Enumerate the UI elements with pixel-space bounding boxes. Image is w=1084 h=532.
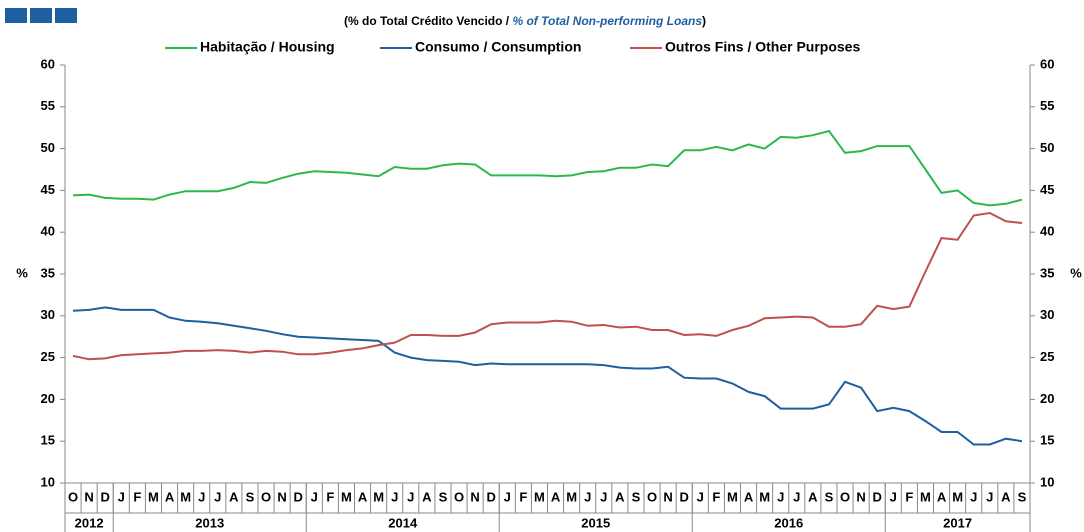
x-tick-label: O: [261, 489, 271, 504]
x-tick-label: M: [341, 489, 352, 504]
x-tick-label: J: [584, 489, 591, 504]
x-tick-label: M: [373, 489, 384, 504]
y-tick-label: 40: [41, 224, 55, 239]
x-tick-label: A: [422, 489, 432, 504]
y-tick-label: 45: [41, 182, 55, 197]
series-line: [72, 306, 1023, 446]
y2-tick-label: 40: [1040, 224, 1054, 239]
year-label: 2012: [75, 515, 104, 530]
x-tick-label: D: [487, 489, 496, 504]
chart-subtitle: (% do Total Crédito Vencido / % of Total…: [344, 14, 706, 28]
x-tick-label: D: [294, 489, 303, 504]
x-tick-label: F: [519, 489, 527, 504]
x-tick-label: J: [198, 489, 205, 504]
y-tick-label: 20: [41, 391, 55, 406]
x-tick-label: O: [840, 489, 850, 504]
legend-label: Outros Fins / Other Purposes: [665, 39, 860, 55]
x-tick-label: M: [952, 489, 963, 504]
x-tick-label: J: [697, 489, 704, 504]
x-tick-label: O: [454, 489, 464, 504]
year-label: 2014: [388, 515, 418, 530]
x-tick-label: O: [68, 489, 78, 504]
y-tick-label: 25: [41, 349, 55, 364]
y-tick-label: 35: [41, 265, 55, 280]
x-tick-label: N: [470, 489, 479, 504]
x-tick-label: J: [890, 489, 897, 504]
x-tick-label: S: [825, 489, 834, 504]
x-tick-label: S: [246, 489, 255, 504]
y-axis-label: %: [16, 265, 28, 280]
y2-tick-label: 20: [1040, 391, 1054, 406]
x-tick-label: J: [407, 489, 414, 504]
y2-tick-label: 45: [1040, 182, 1054, 197]
x-tick-label: J: [600, 489, 607, 504]
y2-tick-label: 50: [1040, 140, 1054, 155]
y2-tick-label: 55: [1040, 98, 1054, 113]
y-tick-label: 10: [41, 474, 55, 489]
x-tick-label: A: [937, 489, 947, 504]
x-tick-label: A: [229, 489, 239, 504]
x-tick-label: N: [663, 489, 672, 504]
x-tick-label: A: [358, 489, 368, 504]
x-tick-label: M: [180, 489, 191, 504]
x-tick-label: J: [214, 489, 221, 504]
x-tick-label: N: [277, 489, 286, 504]
y-tick-label: 55: [41, 98, 55, 113]
x-tick-label: F: [905, 489, 913, 504]
x-tick-label: M: [920, 489, 931, 504]
year-label: 2013: [195, 515, 224, 530]
y2-axis-label: %: [1070, 265, 1082, 280]
legend-label: Consumo / Consumption: [415, 39, 581, 55]
x-tick-label: J: [311, 489, 318, 504]
x-tick-label: M: [534, 489, 545, 504]
x-tick-label: S: [1018, 489, 1027, 504]
x-tick-label: J: [793, 489, 800, 504]
x-tick-label: F: [712, 489, 720, 504]
x-tick-label: S: [632, 489, 641, 504]
y2-tick-label: 25: [1040, 349, 1054, 364]
x-tick-label: J: [118, 489, 125, 504]
x-tick-label: D: [101, 489, 110, 504]
x-tick-label: J: [986, 489, 993, 504]
legend-label: Habitação / Housing: [200, 39, 335, 55]
y2-tick-label: 30: [1040, 307, 1054, 322]
x-tick-label: D: [873, 489, 882, 504]
x-tick-label: F: [326, 489, 334, 504]
x-tick-label: N: [856, 489, 865, 504]
year-label: 2016: [774, 515, 803, 530]
y-tick-label: 50: [41, 140, 55, 155]
year-label: 2017: [943, 515, 972, 530]
logo: [5, 8, 77, 23]
y2-tick-label: 15: [1040, 433, 1054, 448]
x-tick-label: J: [777, 489, 784, 504]
series-line: [72, 211, 1023, 361]
x-tick-label: A: [165, 489, 175, 504]
x-tick-label: A: [1001, 489, 1011, 504]
y-tick-label: 30: [41, 307, 55, 322]
x-tick-label: D: [680, 489, 689, 504]
x-tick-label: A: [551, 489, 561, 504]
year-label: 2015: [581, 515, 610, 530]
x-tick-label: J: [391, 489, 398, 504]
x-tick-label: M: [759, 489, 770, 504]
x-tick-label: O: [647, 489, 657, 504]
series-line: [72, 129, 1023, 207]
x-tick-label: M: [727, 489, 738, 504]
y2-tick-label: 10: [1040, 474, 1054, 489]
x-tick-label: M: [148, 489, 159, 504]
x-tick-label: S: [439, 489, 448, 504]
y2-tick-label: 35: [1040, 265, 1054, 280]
x-tick-label: N: [84, 489, 93, 504]
x-tick-label: M: [566, 489, 577, 504]
y-tick-label: 15: [41, 433, 55, 448]
x-tick-label: A: [808, 489, 818, 504]
x-tick-label: A: [744, 489, 754, 504]
y-tick-label: 60: [41, 56, 55, 71]
x-tick-label: F: [133, 489, 141, 504]
x-tick-label: A: [615, 489, 625, 504]
x-tick-label: J: [970, 489, 977, 504]
y2-tick-label: 60: [1040, 56, 1054, 71]
x-tick-label: J: [504, 489, 511, 504]
